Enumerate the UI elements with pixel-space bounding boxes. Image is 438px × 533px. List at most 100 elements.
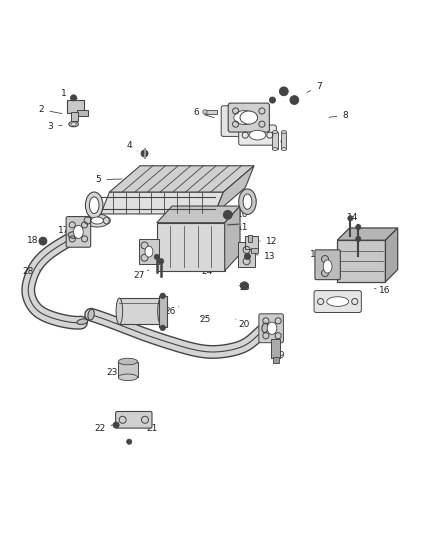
Circle shape — [223, 211, 232, 219]
Bar — [238, 243, 255, 266]
Ellipse shape — [68, 232, 79, 238]
FancyBboxPatch shape — [228, 103, 269, 132]
Ellipse shape — [69, 122, 78, 127]
Bar — [245, 236, 258, 249]
Circle shape — [279, 87, 288, 96]
Circle shape — [160, 325, 165, 330]
Polygon shape — [157, 206, 240, 223]
Bar — [118, 361, 138, 377]
FancyBboxPatch shape — [314, 290, 361, 312]
FancyBboxPatch shape — [259, 314, 283, 343]
Circle shape — [348, 216, 353, 221]
Text: 8: 8 — [329, 111, 348, 120]
Text: 5: 5 — [95, 175, 122, 184]
Circle shape — [290, 96, 299, 104]
Text: 11: 11 — [231, 223, 249, 231]
Ellipse shape — [145, 246, 153, 257]
Ellipse shape — [323, 260, 332, 273]
Text: 22: 22 — [94, 424, 113, 433]
Text: 1: 1 — [60, 89, 75, 99]
Ellipse shape — [249, 130, 266, 140]
Circle shape — [269, 97, 276, 103]
Text: 10: 10 — [232, 211, 249, 219]
Circle shape — [114, 423, 118, 427]
Ellipse shape — [281, 148, 286, 151]
Text: 14: 14 — [346, 213, 358, 227]
Text: 24: 24 — [201, 267, 212, 276]
Text: 16: 16 — [374, 286, 390, 295]
Text: 25: 25 — [199, 314, 211, 324]
Circle shape — [292, 98, 297, 103]
Text: 18: 18 — [239, 282, 250, 292]
Text: 17: 17 — [58, 226, 75, 235]
Text: 26: 26 — [164, 306, 179, 316]
Ellipse shape — [262, 323, 268, 333]
Ellipse shape — [327, 297, 349, 306]
Ellipse shape — [91, 217, 103, 224]
FancyBboxPatch shape — [66, 216, 91, 247]
Polygon shape — [225, 206, 240, 271]
Bar — [271, 339, 280, 358]
Polygon shape — [215, 166, 254, 214]
Text: 21: 21 — [142, 422, 158, 433]
Ellipse shape — [243, 194, 252, 209]
Text: 19: 19 — [273, 348, 285, 360]
Ellipse shape — [116, 298, 123, 324]
Circle shape — [154, 254, 159, 260]
Circle shape — [240, 282, 248, 290]
Ellipse shape — [158, 298, 164, 324]
Ellipse shape — [89, 197, 99, 214]
Text: 28: 28 — [23, 267, 40, 276]
Bar — [77, 110, 88, 116]
Bar — [119, 298, 161, 324]
Circle shape — [141, 150, 148, 157]
Ellipse shape — [85, 214, 110, 227]
Ellipse shape — [74, 225, 83, 238]
Bar — [139, 239, 159, 264]
Polygon shape — [385, 228, 398, 282]
Text: 17: 17 — [310, 250, 325, 259]
Bar — [71, 112, 78, 121]
Polygon shape — [157, 223, 225, 271]
Polygon shape — [337, 228, 398, 240]
Bar — [251, 248, 258, 253]
Circle shape — [113, 422, 119, 428]
Circle shape — [71, 95, 77, 101]
Ellipse shape — [118, 374, 138, 381]
Circle shape — [159, 259, 164, 264]
Ellipse shape — [203, 110, 207, 114]
Ellipse shape — [85, 192, 103, 219]
Text: 27: 27 — [134, 270, 149, 280]
Text: 13: 13 — [255, 252, 275, 261]
Circle shape — [244, 253, 251, 260]
Ellipse shape — [88, 309, 94, 320]
Circle shape — [356, 224, 361, 230]
Text: 4: 4 — [127, 141, 137, 151]
Circle shape — [242, 284, 247, 288]
Polygon shape — [101, 192, 223, 214]
Ellipse shape — [71, 123, 76, 125]
Text: 7: 7 — [307, 83, 322, 92]
Bar — [281, 133, 286, 149]
Text: 12: 12 — [260, 238, 277, 246]
Circle shape — [281, 88, 286, 94]
Ellipse shape — [267, 322, 277, 334]
Text: 20: 20 — [236, 319, 250, 329]
Text: 6: 6 — [193, 108, 214, 118]
Ellipse shape — [272, 131, 278, 134]
Ellipse shape — [77, 319, 88, 325]
Ellipse shape — [272, 148, 278, 151]
Ellipse shape — [281, 131, 286, 134]
FancyBboxPatch shape — [116, 411, 152, 428]
Polygon shape — [337, 240, 385, 282]
Text: 9: 9 — [273, 139, 286, 148]
Text: 3: 3 — [47, 122, 62, 131]
Bar — [67, 100, 84, 113]
Circle shape — [41, 239, 45, 243]
Text: 23: 23 — [106, 368, 124, 377]
Text: 18: 18 — [27, 236, 43, 245]
Circle shape — [39, 237, 47, 245]
Ellipse shape — [240, 111, 258, 124]
Polygon shape — [110, 166, 254, 192]
Circle shape — [127, 439, 132, 445]
